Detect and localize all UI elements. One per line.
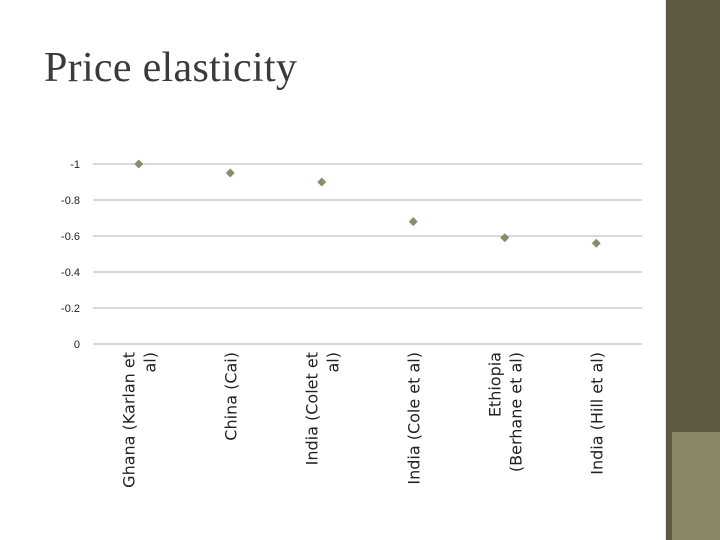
- y-tick-label: -0.6: [61, 231, 80, 243]
- x-tick-label: India (Colet et: [302, 352, 321, 465]
- x-tick-label: Ethiopia: [485, 352, 504, 417]
- y-tick-label: -0.2: [61, 303, 80, 315]
- y-tick-label: -1: [70, 159, 80, 171]
- slide-title: Price elasticity: [44, 45, 298, 91]
- data-point-diamond: [317, 177, 327, 187]
- data-point-diamond: [591, 238, 601, 248]
- data-point-diamond: [225, 168, 235, 178]
- y-tick-label: -0.8: [61, 195, 80, 207]
- y-tick-label: 0: [74, 339, 80, 351]
- x-tick-label: India (Cole et al): [404, 352, 423, 485]
- x-tick-label: (Berhane et al): [506, 352, 525, 472]
- data-point-diamond: [408, 217, 418, 227]
- side-panel-accent-box: [672, 432, 720, 540]
- y-tick-label: -0.4: [61, 267, 80, 279]
- data-point-diamond: [134, 159, 144, 169]
- x-tick-label: al): [140, 352, 159, 373]
- data-point-diamond: [500, 233, 510, 243]
- x-tick-label: China (Cai): [221, 352, 240, 441]
- x-tick-label: Ghana (Karlan et: [119, 352, 138, 488]
- x-tick-label: al): [323, 352, 342, 373]
- x-tick-label: India (Hill et al): [587, 352, 606, 475]
